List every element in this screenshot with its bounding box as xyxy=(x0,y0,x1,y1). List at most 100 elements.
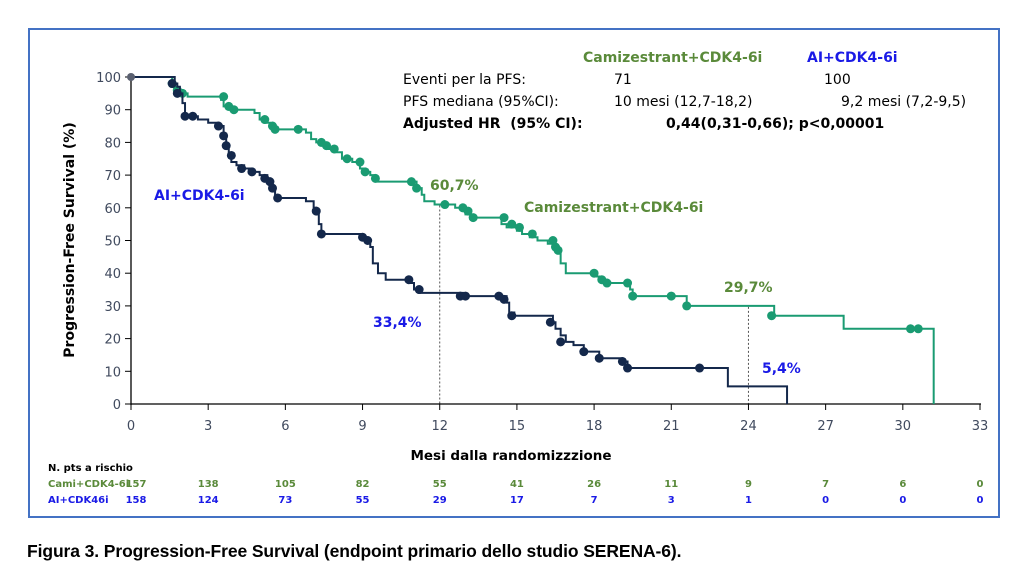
risk-value-ai: 55 xyxy=(356,495,370,506)
censor-mark-cami xyxy=(355,157,365,167)
censor-mark-cami xyxy=(463,206,473,216)
censor-mark-ai xyxy=(316,229,326,239)
y-tick-label: 60 xyxy=(104,202,121,217)
censor-mark-cami xyxy=(767,311,777,321)
censor-mark-cami xyxy=(628,291,638,301)
censor-mark-ai xyxy=(247,167,257,177)
y-tick-label: 30 xyxy=(104,300,121,315)
censor-mark-cami xyxy=(293,124,303,134)
risk-value-cami: 11 xyxy=(664,479,678,490)
risk-value-cami: 55 xyxy=(433,479,447,490)
censor-mark-cami xyxy=(507,219,517,229)
summary-row-hr-label: Adjusted HR (95% CI): xyxy=(403,116,583,132)
censor-mark-cami xyxy=(219,92,229,102)
censor-mark-cami xyxy=(666,291,676,301)
x-tick-label: 18 xyxy=(586,419,603,434)
censor-mark-cami xyxy=(906,324,916,334)
summary-row-median-cami: 10 mesi (12,7-18,2) xyxy=(614,94,752,110)
censor-mark-cami xyxy=(229,105,239,115)
censor-mark-ai xyxy=(226,150,236,160)
x-tick-label: 9 xyxy=(358,419,366,434)
risk-value-cami: 26 xyxy=(587,479,601,490)
y-tick-label: 20 xyxy=(104,333,121,348)
risk-value-cami: 7 xyxy=(822,479,829,490)
censor-mark-cami xyxy=(602,278,612,288)
censor-mark-ai xyxy=(414,285,424,295)
x-tick-label: 21 xyxy=(663,419,680,434)
censor-mark-cami xyxy=(360,167,370,177)
risk-value-ai: 0 xyxy=(977,495,984,506)
x-axis-label: Mesi dalla randomizzzione xyxy=(410,448,611,464)
censor-mark-ai xyxy=(167,79,177,89)
summary-header-ai: AI+CDK4-6i xyxy=(807,50,898,66)
risk-table: N. pts a rischio Cami+CDK4-6i AI+CDK46i … xyxy=(48,463,984,506)
censor-mark-cami xyxy=(499,213,509,223)
risk-value-cami: 41 xyxy=(510,479,524,490)
y-tick-label: 10 xyxy=(104,365,121,380)
censor-mark-cami xyxy=(406,177,416,187)
censor-mark-cami xyxy=(370,173,380,183)
y-tick-label: 90 xyxy=(104,104,121,119)
summary-row-events-cami: 71 xyxy=(614,72,632,88)
risk-row-label-ai: AI+CDK46i xyxy=(48,495,109,506)
censor-mark-ai xyxy=(617,356,627,366)
risk-value-cami: 82 xyxy=(356,479,370,490)
censor-mark-ai xyxy=(237,164,247,174)
x-tick-label: 3 xyxy=(204,419,212,434)
landmark-lines xyxy=(439,205,749,404)
censor-mark-ai xyxy=(219,131,229,141)
censor-mark-cami xyxy=(527,229,537,239)
censor-mark-ai xyxy=(594,353,604,363)
summary-row-hr-value: 0,44(0,31-0,66); p<0,00001 xyxy=(666,116,884,132)
landmark-labels: 60,7% 29,7% 33,4% 5,4% xyxy=(373,178,801,377)
y-tick-label: 40 xyxy=(104,267,121,282)
censor-mark-ai xyxy=(213,121,223,131)
figure-frame xyxy=(28,28,1000,518)
risk-value-ai: 124 xyxy=(198,495,219,506)
risk-value-ai: 0 xyxy=(899,495,906,506)
censor-mark-cami xyxy=(623,278,633,288)
censor-mark-ai xyxy=(311,206,321,216)
landmark-label-cami: 60,7% xyxy=(430,178,479,194)
landmark-label-ai: 5,4% xyxy=(762,361,801,377)
risk-value-ai: 1 xyxy=(745,495,752,506)
summary-row-events-ai: 100 xyxy=(824,72,851,88)
risk-value-ai: 29 xyxy=(433,495,447,506)
summary-header-cami: Camizestrant+CDK4-6i xyxy=(583,50,762,66)
curves xyxy=(127,73,935,404)
landmark-label-ai: 33,4% xyxy=(373,315,422,331)
censor-mark-cami xyxy=(682,301,692,311)
censor-mark-ai xyxy=(507,311,517,321)
censor-mark-ai xyxy=(188,111,198,121)
risk-value-ai: 7 xyxy=(591,495,598,506)
risk-value-cami: 6 xyxy=(899,479,906,490)
censor-mark-ai xyxy=(172,88,182,98)
landmark-label-cami: 29,7% xyxy=(724,280,773,296)
x-ticks: 0 3 6 9 12 15 18 21 24 27 30 33 xyxy=(127,404,988,434)
risk-value-ai: 73 xyxy=(278,495,292,506)
y-tick-label: 100 xyxy=(96,71,121,86)
y-axis-label: Progression-Free Survival (%) xyxy=(62,122,78,357)
y-tick-label: 80 xyxy=(104,136,121,151)
censor-mark-cami xyxy=(468,213,478,223)
summary-table: Camizestrant+CDK4-6i AI+CDK4-6i Eventi p… xyxy=(403,50,966,132)
y-tick-label: 50 xyxy=(104,235,121,250)
censor-mark-ai xyxy=(404,275,414,285)
risk-value-cami: 0 xyxy=(977,479,984,490)
figure-caption: Figura 3. Progression-Free Survival (end… xyxy=(27,541,682,561)
censor-mark-ai xyxy=(180,111,190,121)
risk-value-cami: 138 xyxy=(198,479,219,490)
x-tick-label: 12 xyxy=(431,419,448,434)
censor-mark-ai xyxy=(363,236,373,245)
x-tick-label: 6 xyxy=(281,419,289,434)
x-tick-label: 24 xyxy=(740,419,757,434)
y-ticks: 0 10 20 30 40 50 60 70 80 90 100 xyxy=(96,71,131,413)
censor-mark-ai xyxy=(268,183,277,193)
y-tick-label: 70 xyxy=(104,169,121,184)
censor-mark-cami xyxy=(412,183,422,193)
censor-mark-cami xyxy=(514,222,524,232)
censor-mark-cami xyxy=(270,124,280,134)
risk-value-ai: 158 xyxy=(126,495,147,506)
x-tick-label: 30 xyxy=(895,419,912,434)
